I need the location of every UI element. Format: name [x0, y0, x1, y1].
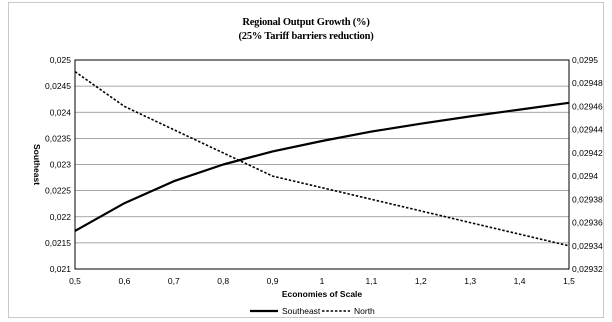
y-right-tick-label: 0,02942 — [572, 148, 603, 158]
legend-label-north: North — [354, 306, 375, 316]
chart-title: Regional Output Growth (%) — [242, 17, 370, 28]
x-tick-label: 0,6 — [118, 276, 130, 286]
x-tick-label: 0,5 — [69, 276, 81, 286]
y-right-tick-label: 0,02934 — [572, 241, 603, 251]
y-right-tick-label: 0,02944 — [572, 125, 603, 135]
y-left-tick-label: 0,022 — [50, 212, 72, 222]
y-left-tick-label: 0,024 — [50, 107, 72, 117]
x-tick-label: 0,9 — [267, 276, 279, 286]
y-right-tick-label: 0,0295 — [572, 55, 598, 65]
legend: Southeast North — [250, 306, 375, 316]
plot-area — [74, 59, 570, 270]
series-lines — [74, 70, 570, 247]
y-right-tick-label: 0,0294 — [572, 171, 598, 181]
legend-label-southeast: Southeast — [282, 306, 321, 316]
tick-labels: 0,021 0,0215 0,022 0,0225 0,023 0,0235 0,024 0,… — [45, 55, 603, 286]
y-left-tick-label: 0,0245 — [45, 81, 71, 91]
y-left-tick-label: 0,0215 — [45, 238, 71, 248]
y-right-tick-label: 0,02932 — [572, 264, 603, 274]
y-axis-title: Southeast — [32, 144, 42, 185]
y-left-tick-label: 0,025 — [50, 55, 72, 65]
x-tick-label: 1,4 — [514, 276, 526, 286]
chart-subtitle: (25% Tariff barriers reduction) — [238, 31, 374, 42]
y-right-tick-label: 0,02938 — [572, 194, 603, 204]
x-tick-label: 1 — [320, 276, 325, 286]
y-left-tick-label: 0,021 — [50, 264, 72, 274]
y-left-tick-label: 0,023 — [50, 160, 72, 170]
y-left-tick-label: 0,0235 — [45, 133, 71, 143]
y-right-tick-label: 0,02936 — [572, 218, 603, 228]
y-left-tick-label: 0,0225 — [45, 186, 71, 196]
x-tick-label: 1,5 — [563, 276, 575, 286]
x-tick-label: 1,1 — [365, 276, 377, 286]
x-tick-label: 1,3 — [464, 276, 476, 286]
y-right-tick-label: 0,02948 — [572, 78, 603, 88]
x-tick-label: 1,2 — [415, 276, 427, 286]
x-tick-label: 0,7 — [168, 276, 180, 286]
series-line-north — [74, 70, 570, 247]
chart-frame — [8, 2, 604, 318]
gridlines — [75, 59, 569, 270]
x-tick-label: 0,8 — [217, 276, 229, 286]
y-right-tick-label: 0,02946 — [572, 101, 603, 111]
x-axis-title: Economies of Scale — [282, 289, 363, 299]
series-line-southeast — [74, 101, 570, 232]
